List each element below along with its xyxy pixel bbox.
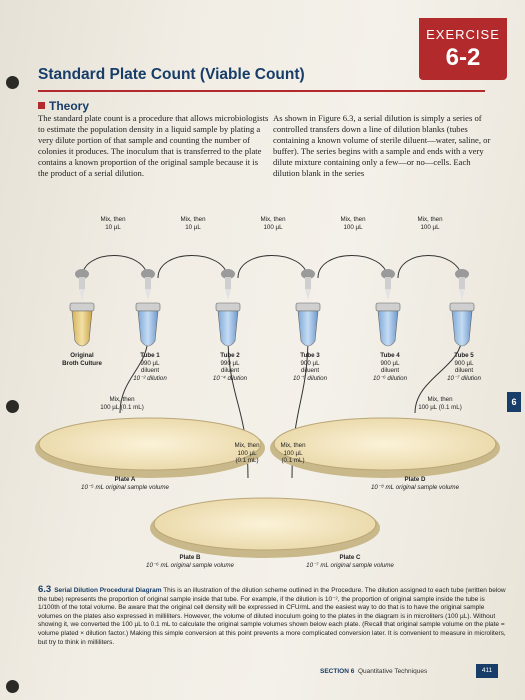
plate-label: Plate A 10⁻⁵ mL original sample volume (81, 476, 169, 491)
page-footer: SECTION 6 Quantitative Techniques (320, 668, 427, 675)
body-right-column: As shown in Figure 6.3, a serial dilutio… (273, 113, 491, 178)
page-number: 411 (476, 664, 498, 678)
tube-label: Tube 3 900 µL diluent 10⁻⁵ dilution (292, 352, 328, 382)
pipette-icons (75, 269, 469, 300)
section-side-tab: 6 (507, 392, 521, 412)
exercise-number: 6-2 (445, 44, 481, 71)
plate-transfer-label: Mix, then 100 µL (0.1 mL) (100, 396, 144, 411)
plate-label: Plate C 10⁻⁷ mL original sample volume (306, 554, 394, 569)
transfer-label: Mix, then 100 µL (340, 216, 366, 231)
binder-hole (6, 76, 19, 89)
body-left-column: The standard plate count is a procedure … (38, 113, 269, 178)
tube-label: Original Broth Culture (62, 352, 102, 367)
section-heading: Theory (38, 99, 89, 113)
figure-caption: 6.3 Serial Dilution Procedural Diagram Th… (38, 584, 508, 647)
tube-label: Tube 4 900 µL diluent 10⁻⁶ dilution (372, 352, 408, 382)
caption-number: 6.3 (38, 584, 52, 595)
binder-hole (6, 680, 19, 693)
footer-section-title: Quantitative Techniques (357, 668, 428, 675)
plate-label: Plate D 10⁻⁸ mL original sample volume (370, 476, 460, 491)
tube-label: Tube 1 990 µL diluent 10⁻² dilution (133, 352, 167, 382)
section-heading-text: Theory (49, 99, 90, 113)
transfer-label: Mix, then 100 µL (260, 216, 286, 231)
plate-transfer-label: Mix, then 100 µL (0.1 mL) (234, 442, 260, 464)
caption-title: Serial Dilution Procedural Diagram (54, 587, 162, 594)
exercise-tab: EXERCISE 6-2 (419, 18, 507, 80)
transfer-label: Mix, then 100 µL (417, 216, 443, 231)
page-title: Standard Plate Count (Viable Count) (38, 66, 305, 83)
binder-hole (6, 400, 19, 413)
exercise-label: EXERCISE (426, 27, 500, 42)
footer-section: SECTION 6 (320, 668, 355, 675)
plate-transfer-label: Mix, then 100 µL (0.1 mL) (418, 396, 462, 411)
dilution-illustration (35, 255, 500, 558)
tube-label: Tube 5 900 µL diluent 10⁻⁷ dilution (447, 352, 481, 382)
petri-plate-icons (35, 417, 500, 558)
plate-transfer-label: Mix, then 100 µL (0.1 mL) (280, 442, 306, 464)
transfer-label: Mix, then 10 µL (100, 216, 126, 231)
tube-label: Tube 2 990 µL diluent 10⁻⁴ dilution (212, 352, 248, 382)
caption-text: This is an illustration of the dilution … (38, 587, 506, 646)
plate-label: Plate B 10⁻⁶ mL original sample volume (146, 554, 234, 569)
title-rule (38, 90, 485, 92)
bullet-square-icon (38, 102, 45, 109)
tube-icons (69, 302, 475, 347)
serial-dilution-diagram: Mix, then 10 µL Mix, then 10 µL Mix, then 1… (30, 208, 500, 588)
transfer-label: Mix, then 10 µL (180, 216, 206, 231)
